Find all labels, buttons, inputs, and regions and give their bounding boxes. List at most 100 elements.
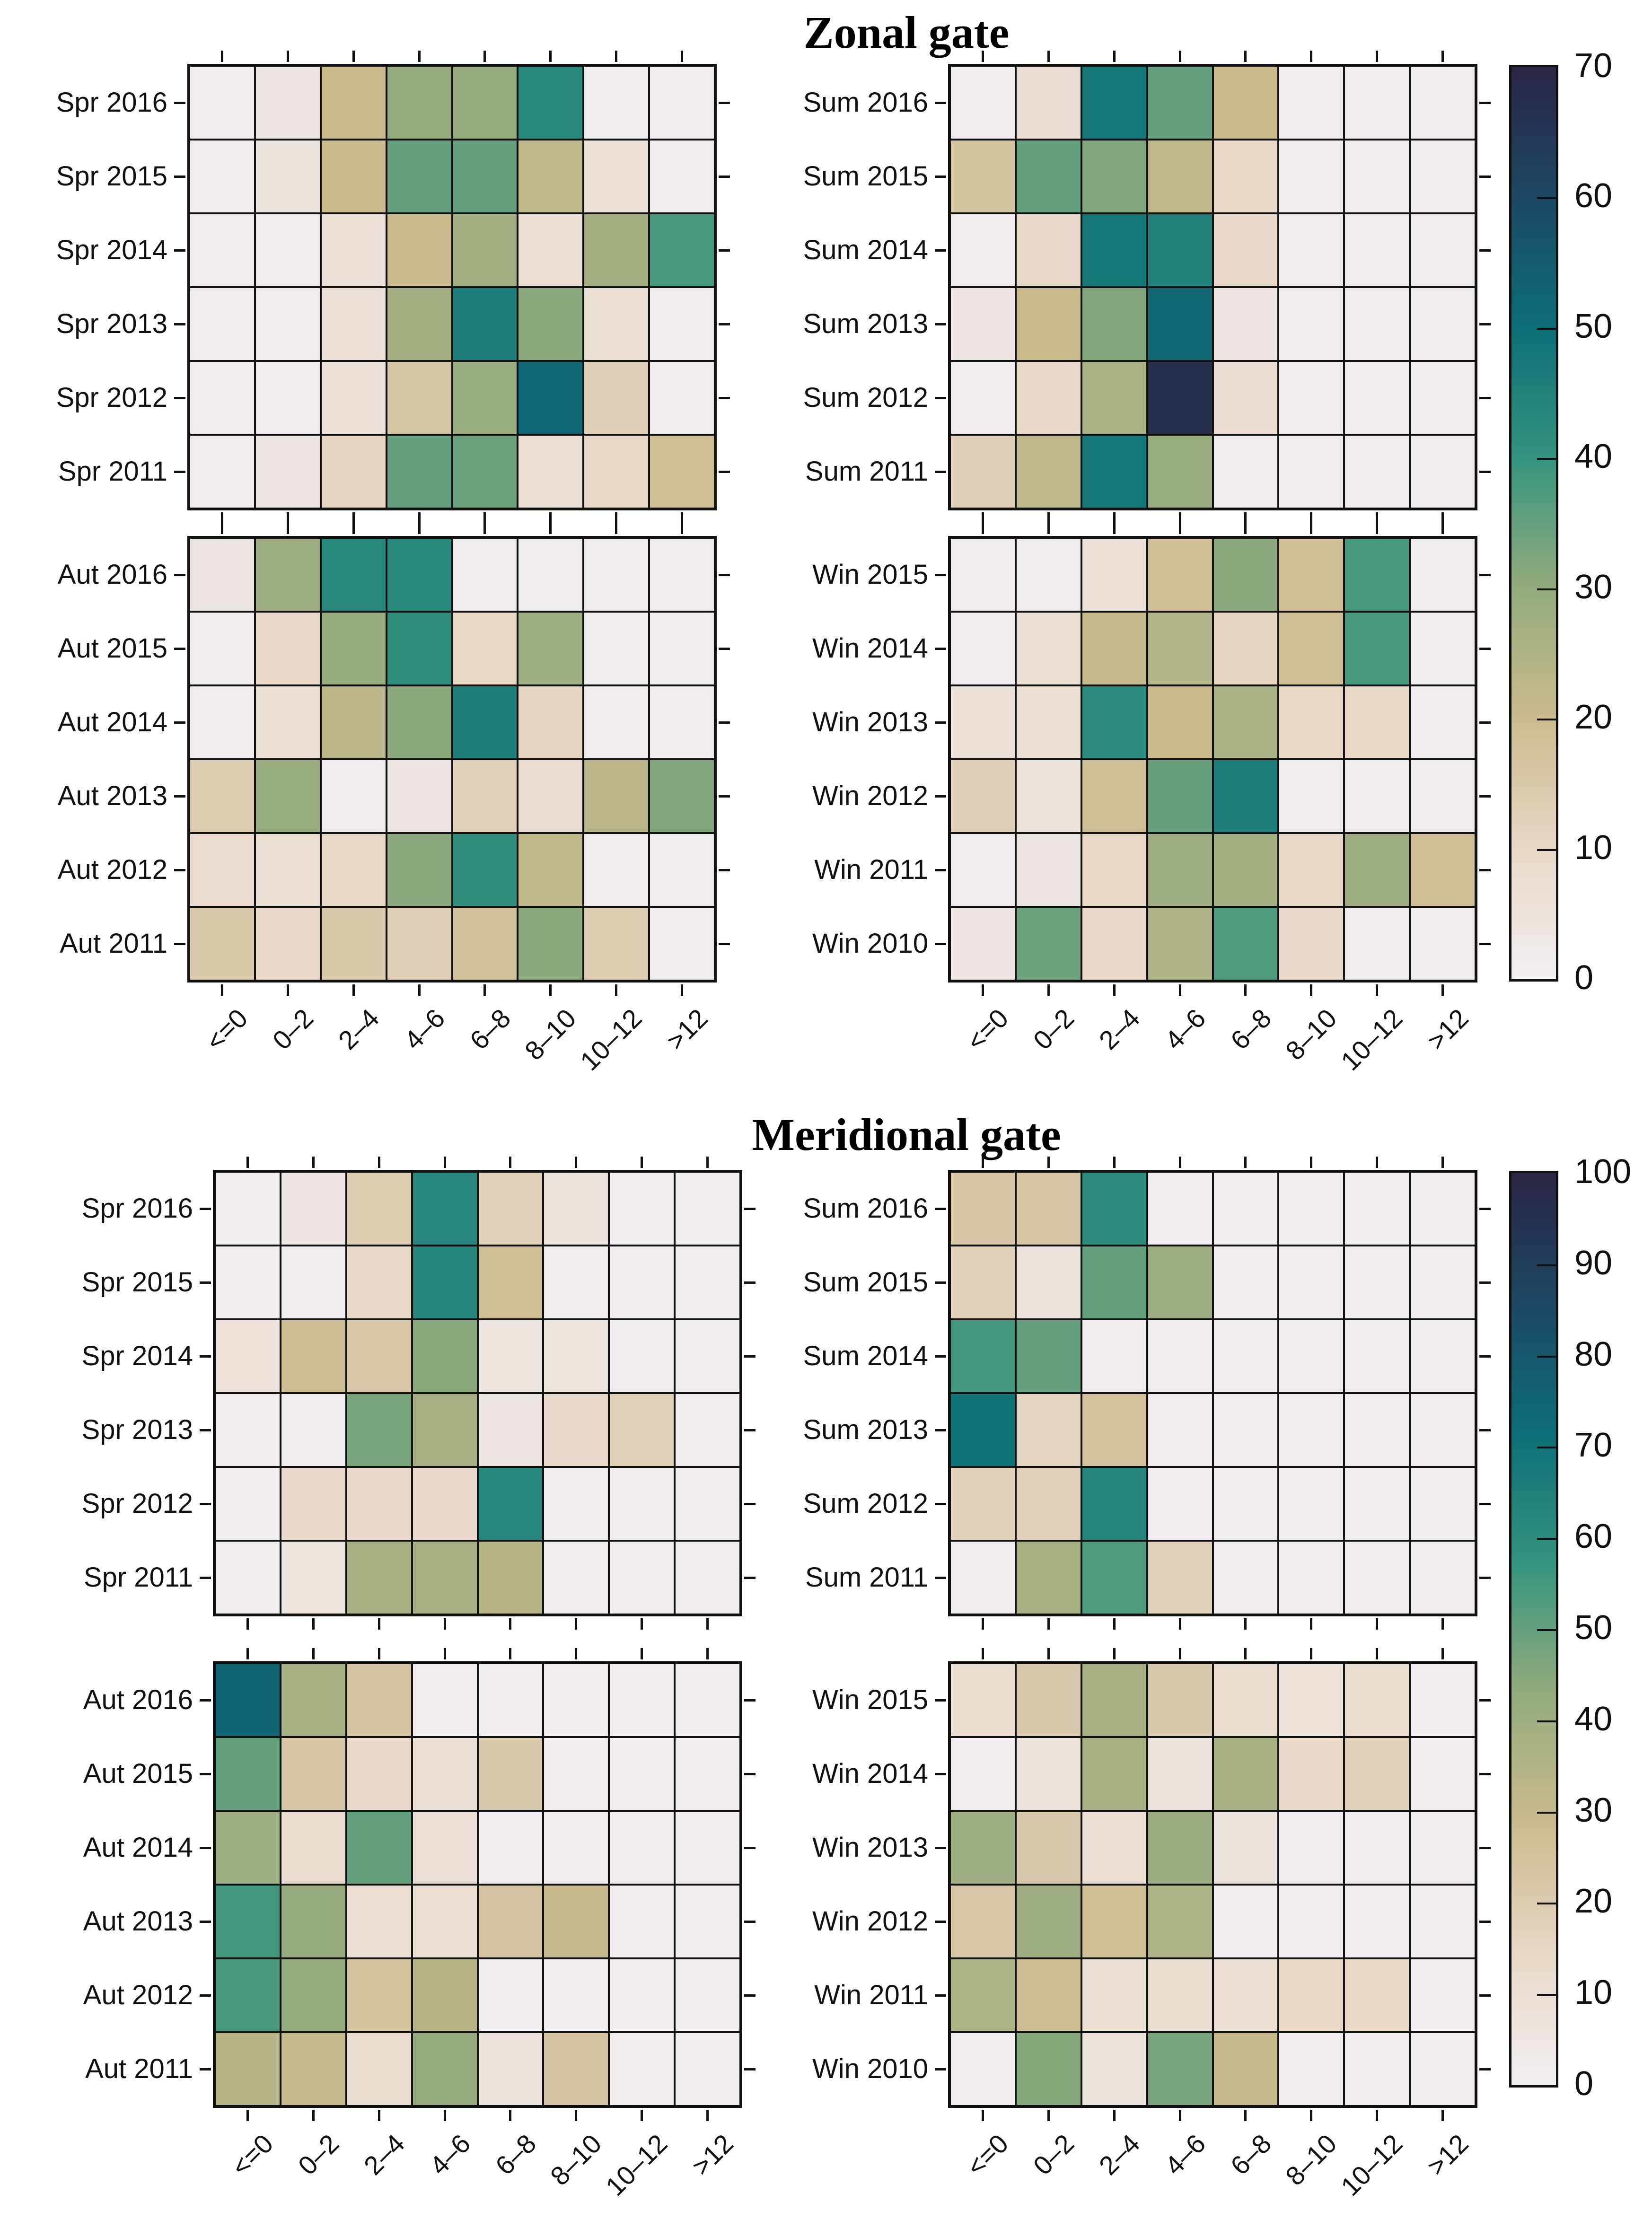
row-label: Win 2011 — [814, 1980, 928, 2010]
axis-tick — [1376, 1648, 1379, 1659]
axis-tick — [312, 2110, 315, 2121]
x-tick-label: 2–4 — [1093, 2128, 1146, 2181]
x-tick-label: 10–12 — [599, 2128, 673, 2202]
heatmap-cell — [346, 1393, 412, 1467]
axis-tick — [1047, 2110, 1050, 2121]
axis-tick — [706, 1648, 709, 1659]
heatmap-cell — [320, 435, 387, 509]
heatmap-cell — [1278, 907, 1344, 981]
heatmap-cell — [1213, 612, 1279, 685]
heatmap-cell — [1015, 685, 1081, 759]
axis-tick — [681, 51, 684, 62]
heatmap-cell — [518, 833, 584, 907]
heatmap-cell — [1081, 213, 1147, 287]
colorbar-tick — [1537, 458, 1556, 460]
axis-tick — [1376, 1157, 1379, 1168]
heatmap-cell — [1278, 1958, 1344, 2032]
colorbar-tick-label: 40 — [1574, 1700, 1613, 1738]
colorbar — [1509, 65, 1558, 982]
axis-tick — [1441, 1648, 1444, 1659]
heatmap-cell — [386, 66, 452, 140]
heatmap-cell — [1015, 1246, 1081, 1319]
heatmap-cell — [543, 1737, 609, 1811]
heatmap-cell — [386, 435, 452, 509]
axis-tick — [935, 573, 946, 576]
axis-tick — [220, 512, 223, 524]
heatmap-cell — [950, 1467, 1016, 1541]
row-label: Win 2012 — [812, 781, 928, 811]
axis-tick — [549, 523, 552, 534]
heatmap-cell — [583, 907, 650, 981]
heatmap-cell — [1410, 287, 1476, 361]
heatmap-cell — [1410, 66, 1476, 140]
x-tick-label: 2–4 — [1093, 1003, 1146, 1055]
axis-tick — [744, 1429, 756, 1431]
heatmap-cell — [280, 1541, 346, 1614]
axis-tick — [935, 2068, 946, 2070]
x-tick-label: 0–2 — [266, 1003, 319, 1055]
heatmap-cell — [215, 1246, 281, 1319]
heatmap-cell — [1278, 140, 1344, 213]
axis-tick — [935, 942, 946, 945]
heatmap-cell — [950, 1958, 1016, 2032]
heatmap-cell — [346, 1541, 412, 1614]
axis-tick — [935, 1772, 946, 1775]
axis-tick — [174, 573, 185, 576]
heatmap-cell — [1081, 1811, 1147, 1885]
heatmap-cell — [950, 361, 1016, 435]
heatmap-cell — [609, 1958, 675, 2032]
row-label: Spr 2014 — [56, 235, 167, 265]
x-tick-label: <=0 — [200, 1003, 254, 1057]
heatmap-cell — [386, 685, 452, 759]
heatmap-cell — [320, 361, 387, 435]
heatmap-cell — [1081, 759, 1147, 833]
axis-tick — [312, 1618, 315, 1630]
heatmap-cell — [1081, 1172, 1147, 1246]
axis-tick — [1479, 249, 1491, 252]
colorbar-tick — [1537, 588, 1556, 590]
heatmap-cell — [1213, 1541, 1279, 1614]
axis-tick — [549, 512, 552, 524]
heatmap-cell — [950, 287, 1016, 361]
heatmap-cell — [280, 1737, 346, 1811]
heatmap-cell — [675, 1467, 740, 1541]
heatmap-cell — [950, 1172, 1016, 1246]
axis-tick — [443, 1157, 446, 1168]
heatmap-cell — [1213, 287, 1279, 361]
heatmap-panel-meridional-summer — [948, 1170, 1477, 1616]
heatmap-cell — [649, 435, 715, 509]
row-label: Spr 2011 — [58, 456, 167, 487]
heatmap-cell — [609, 1319, 675, 1393]
heatmap-cell — [1213, 907, 1279, 981]
heatmap-cell — [543, 1958, 609, 2032]
axis-tick — [935, 1994, 946, 1997]
axis-tick — [1310, 984, 1313, 996]
axis-tick — [1178, 512, 1181, 524]
heatmap-cell — [1278, 1172, 1344, 1246]
axis-tick — [981, 984, 984, 996]
row-label: Win 2013 — [812, 707, 928, 737]
heatmap-cell — [1147, 685, 1213, 759]
heatmap-cell — [1344, 759, 1410, 833]
heatmap-cell — [543, 1541, 609, 1614]
heatmap-cell — [452, 685, 518, 759]
axis-tick — [706, 1618, 709, 1630]
row-label: Aut 2012 — [57, 854, 167, 885]
heatmap-cell — [1410, 1663, 1476, 1737]
heatmap-cell — [346, 1467, 412, 1541]
heatmap-cell — [1147, 2032, 1213, 2106]
axis-tick — [1047, 1618, 1050, 1630]
row-label: Sum 2015 — [803, 161, 928, 192]
heatmap-cell — [280, 1663, 346, 1737]
axis-tick — [1244, 1618, 1247, 1630]
colorbar-tick — [1537, 197, 1556, 200]
axis-tick — [1244, 523, 1247, 534]
axis-tick — [575, 1157, 578, 1168]
axis-tick — [200, 1846, 211, 1849]
heatmap-cell — [950, 759, 1016, 833]
axis-tick — [1113, 1157, 1116, 1168]
heatmap-cell — [950, 907, 1016, 981]
heatmap-cell — [675, 1811, 740, 1885]
zonal-gate-title: Zonal gate — [803, 7, 1010, 58]
heatmap-cell — [1344, 1393, 1410, 1467]
